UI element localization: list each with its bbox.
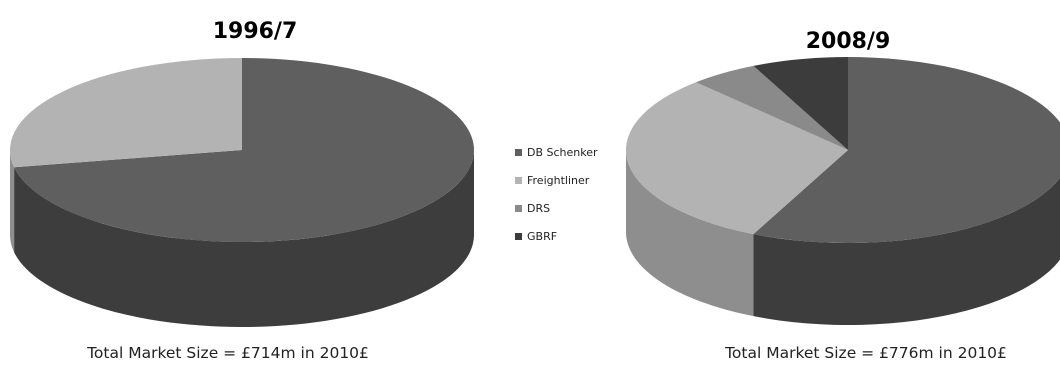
chart-title-2008-9: 2008/9 <box>806 29 891 54</box>
legend: DB Schenker Freightliner DRS GBRF <box>515 146 598 243</box>
legend-label-gbrf: GBRF <box>527 230 557 243</box>
pie-slice-freightliner <box>9 58 243 168</box>
pie-slice-gbrf <box>753 57 848 150</box>
pie-slice-drs <box>696 65 848 150</box>
legend-label-db-schenker: DB Schenker <box>527 146 598 159</box>
legend-label-drs: DRS <box>527 202 550 215</box>
legend-swatch-gbrf <box>515 233 522 240</box>
chart-title-1996-7: 1996/7 <box>213 19 298 44</box>
pie-side-db-schenker <box>753 177 1060 325</box>
pie-chart-1996-7 <box>9 58 475 328</box>
legend-swatch-db-schenker <box>515 149 522 156</box>
pie-slice-freightliner <box>625 82 848 235</box>
pie-side-freightliner <box>10 150 15 253</box>
legend-swatch-freightliner <box>515 177 522 184</box>
pie-chart-2008-9 <box>625 57 1060 325</box>
pie-slice-db-schenker <box>14 58 474 243</box>
legend-swatch-drs <box>515 205 522 212</box>
legend-label-freightliner: Freightliner <box>527 174 590 187</box>
market-size-caption-1996-7: Total Market Size = £714m in 2010£ <box>86 344 369 362</box>
pie-side-db-schenker <box>14 150 475 328</box>
market-size-caption-2008-9: Total Market Size = £776m in 2010£ <box>724 344 1007 362</box>
pie-slice-db-schenker <box>753 57 1060 243</box>
pie-side-freightliner <box>626 150 754 317</box>
